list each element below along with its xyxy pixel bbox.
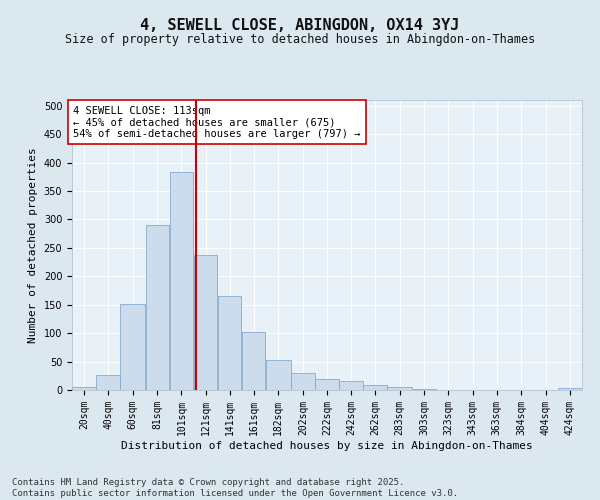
Bar [242, 332, 265, 390]
Text: Size of property relative to detached houses in Abingdon-on-Thames: Size of property relative to detached ho… [65, 32, 535, 46]
Bar [218, 296, 241, 390]
Bar [339, 382, 363, 390]
Bar [194, 254, 217, 390]
Bar [96, 374, 120, 390]
X-axis label: Distribution of detached houses by size in Abingdon-on-Thames: Distribution of detached houses by size … [121, 440, 533, 450]
Bar [363, 386, 387, 390]
Bar [388, 387, 412, 390]
Bar [170, 172, 193, 390]
Bar [120, 304, 145, 390]
Bar [315, 379, 339, 390]
Text: 4 SEWELL CLOSE: 113sqm
← 45% of detached houses are smaller (675)
54% of semi-de: 4 SEWELL CLOSE: 113sqm ← 45% of detached… [73, 106, 361, 139]
Bar [291, 373, 315, 390]
Y-axis label: Number of detached properties: Number of detached properties [28, 147, 38, 343]
Text: Contains HM Land Registry data © Crown copyright and database right 2025.
Contai: Contains HM Land Registry data © Crown c… [12, 478, 458, 498]
Bar [146, 225, 169, 390]
Bar [558, 388, 582, 390]
Bar [266, 360, 291, 390]
Bar [72, 387, 96, 390]
Text: 4, SEWELL CLOSE, ABINGDON, OX14 3YJ: 4, SEWELL CLOSE, ABINGDON, OX14 3YJ [140, 18, 460, 32]
